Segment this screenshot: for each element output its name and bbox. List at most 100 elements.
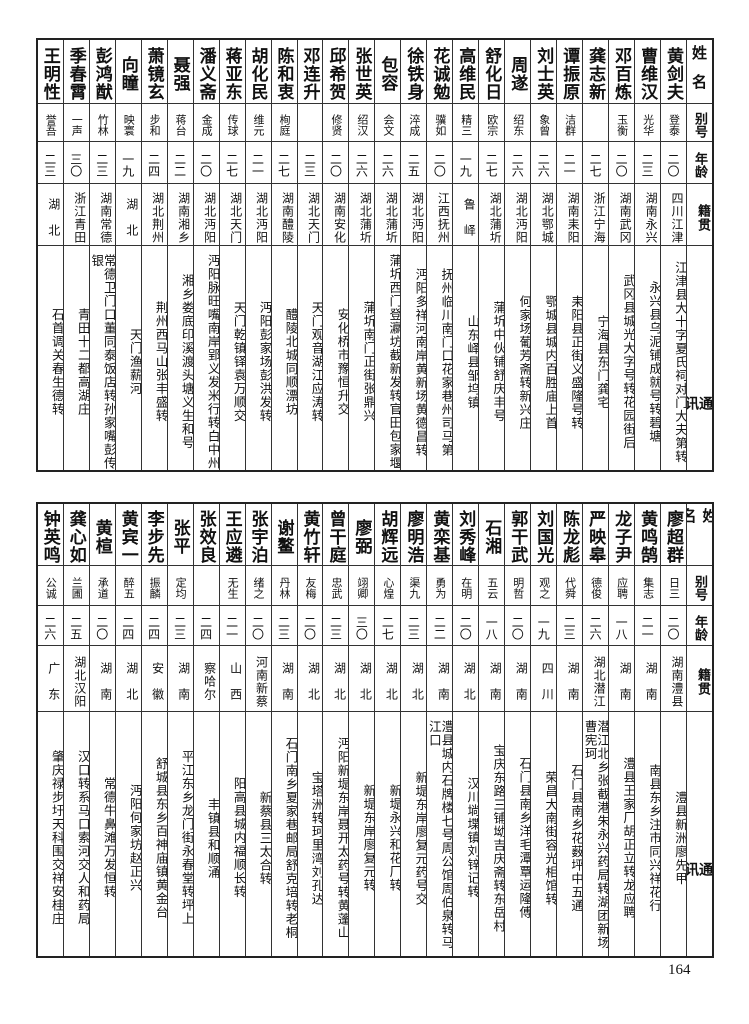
person-name: 黄鸣鹄 [635,504,661,566]
person-age: 二五 [63,606,89,646]
person-name: 龚志新 [583,40,609,104]
person-alias: 兰圃 [63,566,89,606]
person-address: 蒲圻南门正街张鼎兴 [361,301,375,423]
person-column: 花诚勉 骥如 二〇 江西抚州 抚州临川南门口花家巷州司马第 [426,40,453,470]
person-name: 黄竹轩 [297,504,323,566]
person-name: 刘秀峰 [453,504,479,566]
person-column: 彭鸿猷 竹林 二三 湖南常德 常德卫门口董同泰饭店转孙家嘴彭传银 [88,40,115,470]
person-age: 二一 [557,142,583,184]
person-address: 澧县王家厂胡正立转龙应聘 [621,757,635,919]
person-age: 二〇 [427,142,453,184]
person-column: 张宇泊 绪之 二〇 河南新蔡 新蔡县三太合转 [244,504,271,956]
person-address: 阳高县城内福顺长转 [231,777,245,899]
person-native: 四川江津 [661,184,687,246]
person-address: 抚州临川南门口花家巷州司马第 [439,267,453,457]
person-column: 黄竹轩 友梅 二〇湖 北宝塔洲转珂里湾刘孔达 [296,504,323,956]
person-alias: 传球 [219,104,245,142]
person-name: 舒化日 [479,40,505,104]
person-address: 宝庆东路三铺坳吉庆斋转东岳村 [491,743,505,933]
person-age: 二四 [141,606,167,646]
person-age: 二三 [271,606,297,646]
person-alias: 心煌 [375,566,401,606]
person-age: 二〇 [323,142,349,184]
person-alias [583,104,609,142]
person-alias: 光华 [635,104,661,142]
person-column: 季春霄 一声 三〇 浙江青田 青田十二都高湖庄 [62,40,89,470]
person-alias: 维元 [245,104,271,142]
person-column: 石湘 五云 一八湖 南宝庆东路三铺坳吉庆斋转东岳村 [478,504,505,956]
person-native: 湖北天门 [219,184,245,246]
person-alias: 修贤 [323,104,349,142]
person-age: 二七 [479,142,505,184]
person-column: 李步先 振麟 二四安 徽舒城县东乡百神庙镇黄金台 [140,504,167,956]
person-alias: 绍汉 [349,104,375,142]
person-column: 邱希贺 修贤 二〇 湖南安化 安化桥市豫恒升交 [322,40,349,470]
person-native: 四 川 [531,646,557,712]
person-name: 严映皋 [583,504,609,566]
person-name: 张效良 [193,504,219,566]
person-native: 湖北潜江 [583,646,609,712]
person-column: 包容 会文 二六 湖北蒲圻 蒲圻西门登瀛坊截新发转官田包家堰 [374,40,401,470]
person-native: 湖北蒲圻 [479,184,505,246]
person-column: 黄鸣鹄 集志 二一湖 南南县东乡注市同兴祥花行 [634,504,661,956]
person-native: 浙江青田 [63,184,89,246]
person-native: 河南新蔡 [245,646,271,712]
person-age: 二三 [401,606,427,646]
person-alias: 勇为 [427,566,453,606]
person-column: 周遂 绍东 二六 湖北沔阳 何家场葡芳斋转新兴庄 [504,40,531,470]
header-age: 年龄 [687,606,712,646]
person-address: 江津县大十字夏氏祠对门大夫第转 [673,260,687,464]
person-address: 鄂城县城内百胜庙上首 [543,294,557,430]
person-native: 湖 北 [323,646,349,712]
person-alias: 步和 [141,104,167,142]
person-column: 钟英鸣 公诚 二六广 东肇庆禄步圩天科围交祥安桂庄 [37,504,63,956]
person-column: 谭振原 洁群 二一 湖南耒阳 耒阳县正街义盛隆号转 [556,40,583,470]
person-native: 湖北沔阳 [245,184,271,246]
person-alias: 应聘 [609,566,635,606]
person-native: 湖南安化 [323,184,349,246]
person-address: 潜江北乡张截港朱永兴药局转湖团新场曹宪珂 [583,720,609,950]
person-age: 三〇 [63,142,89,184]
header-column: 姓名别号年龄籍贯通讯处 [686,40,712,470]
person-column: 曾干庭 忠武 二三湖 北沔阳新堤东岸聂开太药号转黄蓬山 [322,504,349,956]
person-native: 浙江宁海 [583,184,609,246]
person-alias: 友梅 [297,566,323,606]
person-address: 肇庆禄步圩天科围交祥安桂庄 [49,750,63,926]
person-name: 谢鳌 [271,504,297,566]
person-address: 耒阳县正街义盛隆号转 [569,294,583,430]
person-age: 二四 [141,142,167,184]
person-column: 张世英 绍汉 二六 湖北蒲圻 蒲圻南门正街张鼎兴 [348,40,375,470]
person-column: 黄宾一 醉五 二四湖 北沔阳何家坊赵正兴 [114,504,141,956]
person-column: 廖超群 日三 二〇 湖南澧县 澧县新洲廖先甲 [660,504,687,956]
person-name: 刘国光 [531,504,557,566]
person-address: 青田十二都高湖庄 [75,308,89,416]
person-alias: 定均 [167,566,193,606]
person-address: 宝塔洲转珂里湾刘孔达 [309,770,323,906]
person-name: 石湘 [479,504,505,566]
person-age: 二三 [323,606,349,646]
person-native: 湖 北 [375,646,401,712]
person-address: 石门县南乡洋毛潭覃运隆傅 [517,757,531,919]
person-address: 石门南乡夏家巷邮局舒克培转老桐 [283,736,297,940]
person-address: 汉口转系马口索河交人和药局 [75,750,89,926]
person-alias: 象曾 [531,104,557,142]
person-alias [193,566,219,606]
person-alias: 观之 [531,566,557,606]
person-alias: 日三 [661,566,687,606]
person-name: 向瞳 [115,40,141,104]
person-column: 黄楦 承道 二〇湖 南常德牛鼻滩万发恒转 [88,504,115,956]
person-name: 王明性 [37,40,63,104]
person-alias: 无生 [219,566,245,606]
person-address: 沔阳多祥河南岸黄新场黄德昌转 [413,267,427,457]
header-alias: 别号 [687,566,712,606]
person-name: 黄剑夫 [661,40,687,104]
person-native: 湖南醴陵 [271,184,297,246]
person-native: 安 徽 [141,646,167,712]
person-column: 刘士英 象曾 二六 湖北鄂城 鄂城县城内百胜庙上首 [530,40,557,470]
person-alias: 蒋台 [167,104,193,142]
person-address: 安化桥市豫恒升交 [335,308,349,416]
person-name: 郭干武 [505,504,531,566]
person-address: 澧县城内石牌楼七号周公馆周伯泉转马江口 [427,720,453,950]
person-native: 鲁 峄 [453,184,479,246]
person-column: 谢鳌 丹林 二三湖 南石门南乡夏家巷邮局舒克培转老桐 [270,504,297,956]
